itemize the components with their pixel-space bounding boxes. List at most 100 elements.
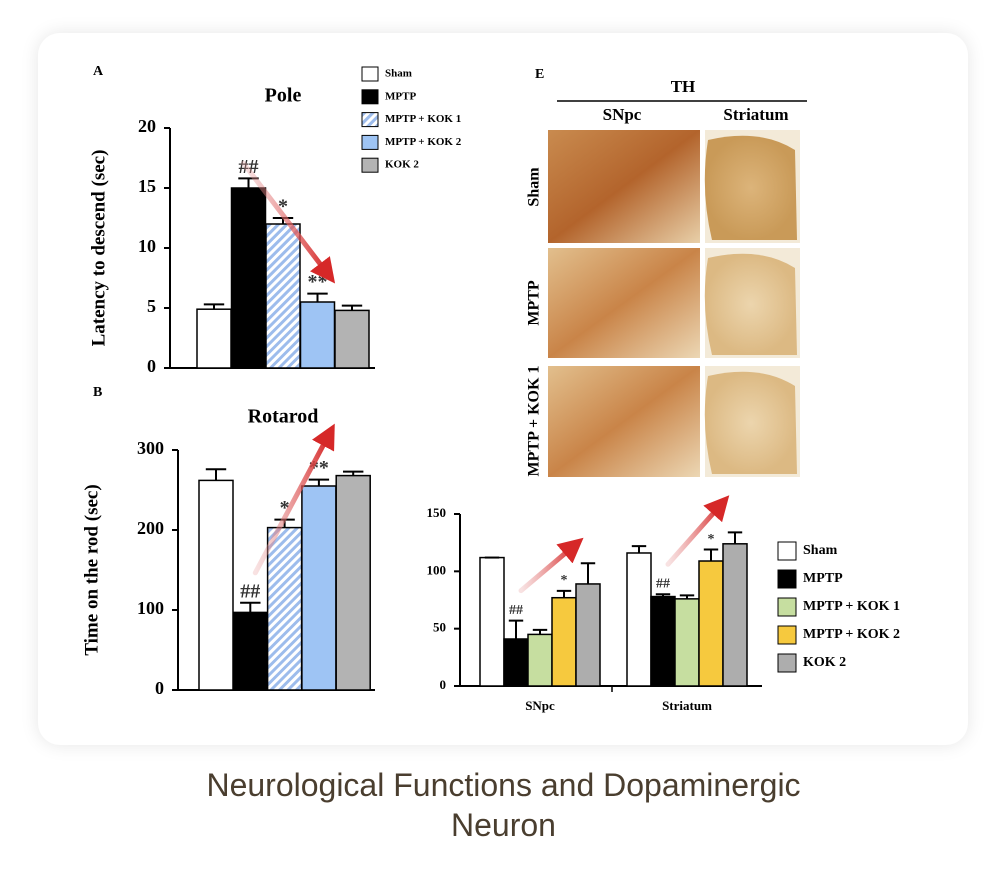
error-bar — [307, 292, 328, 302]
bar — [335, 474, 371, 691]
bar — [230, 187, 267, 369]
error-bar — [631, 545, 647, 553]
bar — [722, 543, 748, 687]
error-bar — [508, 619, 524, 639]
legend-swatch — [361, 134, 379, 150]
y-tick-label: 15 — [138, 176, 156, 196]
legend-swatch — [777, 597, 797, 617]
row-label: MPTP — [526, 280, 543, 326]
trend-arrow — [665, 495, 730, 567]
significance-label: * — [280, 497, 290, 519]
legend-label: MPTP — [803, 571, 843, 586]
trend-arrow — [241, 160, 336, 284]
legend-label: MPTP — [385, 90, 416, 102]
y-tick-label: 5 — [147, 296, 156, 316]
figure: A B E TH SNpc Striatum Sham MPTP MPTP + … — [81, 64, 900, 713]
legend-label: KOK 2 — [803, 655, 846, 670]
legend-swatch — [777, 541, 797, 561]
y-tick-label: 10 — [138, 236, 156, 256]
error-bar — [341, 304, 363, 311]
significance-label: * — [708, 532, 715, 547]
bar — [198, 479, 234, 691]
micrograph — [548, 248, 700, 358]
error-bar — [727, 531, 743, 544]
trend-arrow — [252, 423, 335, 576]
error-bar — [532, 628, 548, 635]
y-tick-label: 150 — [427, 505, 447, 520]
bar — [503, 638, 529, 687]
micrograph — [704, 371, 797, 474]
error-bar — [308, 478, 330, 486]
bar — [698, 560, 724, 687]
micrograph — [704, 135, 797, 240]
error-bar — [203, 303, 225, 310]
y-tick-label: 0 — [440, 677, 447, 692]
panel-label: A — [93, 64, 104, 79]
column-label: Striatum — [723, 105, 788, 124]
legend-swatch — [361, 66, 379, 82]
row-label: Sham — [526, 167, 543, 207]
y-tick-label: 0 — [155, 678, 164, 698]
error-bar — [205, 468, 227, 481]
legend-label: MPTP + KOK 2 — [803, 627, 900, 642]
legend-label: MPTP + KOK 1 — [803, 599, 900, 614]
error-bar — [703, 548, 719, 562]
chart-title: Rotarod — [248, 406, 319, 428]
y-tick-label: 300 — [137, 438, 164, 458]
bar — [626, 552, 652, 687]
legend-swatch — [361, 89, 379, 105]
y-tick-label: 50 — [433, 620, 446, 635]
legend-swatch — [361, 157, 379, 173]
bar — [650, 595, 676, 687]
y-tick-label: 100 — [137, 598, 164, 618]
significance-label: ## — [509, 603, 523, 618]
error-bar — [556, 589, 572, 598]
legend-label: Sham — [385, 68, 412, 80]
micrograph — [548, 366, 700, 477]
legend-label: MPTP + KOK 2 — [385, 136, 462, 148]
x-tick-label: SNpc — [525, 698, 555, 713]
bar — [479, 556, 505, 687]
bar — [301, 485, 337, 691]
y-tick-label: 20 — [138, 116, 156, 136]
bar — [674, 598, 700, 687]
significance-label: ** — [308, 271, 328, 293]
panel-label: E — [535, 67, 544, 82]
micrograph — [704, 253, 797, 355]
bar — [265, 223, 301, 369]
bar — [551, 596, 577, 687]
bar — [575, 583, 601, 687]
bar — [334, 309, 370, 369]
legend-swatch — [777, 625, 797, 645]
bar — [232, 611, 269, 691]
significance-label: * — [561, 573, 568, 588]
legend-label: MPTP + KOK 1 — [385, 113, 461, 125]
image-title: TH — [671, 77, 696, 96]
y-axis-label: Latency to descend (sec) — [88, 150, 109, 347]
bar — [266, 526, 303, 691]
panel-label: B — [93, 385, 102, 400]
significance-label: ## — [656, 576, 670, 591]
column-label: SNpc — [603, 105, 642, 124]
error-bar — [580, 562, 596, 584]
chart-title: Pole — [265, 85, 302, 107]
x-tick-label: Striatum — [662, 698, 712, 713]
legend-swatch — [777, 569, 797, 589]
legend-swatch — [777, 653, 797, 673]
trend-arrow — [518, 537, 584, 594]
y-tick-label: 200 — [137, 518, 164, 538]
legend-label: KOK 2 — [385, 159, 419, 171]
error-bar — [655, 593, 671, 597]
error-bar — [343, 470, 364, 476]
row-label: MPTP + KOK 1 — [526, 366, 543, 477]
error-bar — [679, 594, 695, 599]
y-axis-label: Time on the rod (sec) — [81, 484, 102, 655]
significance-label: * — [278, 196, 288, 218]
error-bar — [240, 601, 261, 613]
bar — [527, 633, 553, 687]
bar — [196, 308, 232, 369]
bar — [299, 301, 336, 369]
legend-label: Sham — [803, 543, 838, 558]
legend-swatch — [361, 112, 379, 128]
